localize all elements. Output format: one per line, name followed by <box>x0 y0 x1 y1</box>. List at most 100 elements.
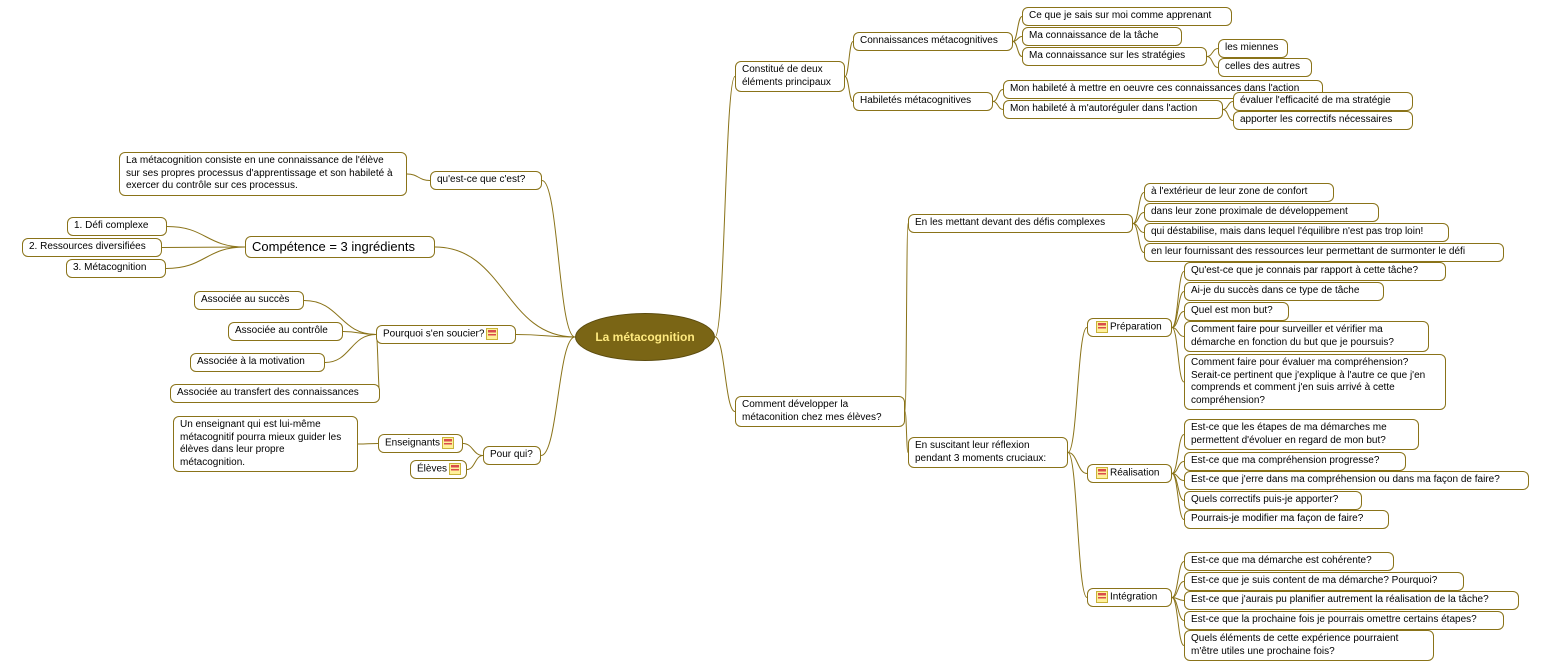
mindmap-node-pq3[interactable]: Associée à la motivation <box>190 353 325 372</box>
mindmap-node-int3[interactable]: Est-ce que j'aurais pu planifier autreme… <box>1184 591 1519 610</box>
mindmap-node-prep[interactable]: Préparation <box>1087 318 1172 337</box>
mindmap-node-int1[interactable]: Est-ce que ma démarche est cohérente? <box>1184 552 1394 571</box>
note-icon <box>1096 591 1108 603</box>
node-label: 2. Ressources diversifiées <box>29 241 146 252</box>
mindmap-node-cm3a[interactable]: les miennes <box>1218 39 1288 58</box>
mindmap-node-quest[interactable]: qu'est-ce que c'est? <box>430 171 542 190</box>
mindmap-node-ens_note[interactable]: Un enseignant qui est lui-même métacogni… <box>173 416 358 472</box>
connector <box>463 444 483 456</box>
node-label: Ma connaissance de la tâche <box>1029 30 1159 41</box>
mindmap-node-ing3[interactable]: 3. Métacognition <box>66 259 166 278</box>
node-label: Quels correctifs puis-je apporter? <box>1191 494 1338 505</box>
node-label: 1. Défi complexe <box>74 220 148 231</box>
node-label: Qu'est-ce que je connais par rapport à c… <box>1191 265 1418 276</box>
connector <box>1172 474 1184 481</box>
mindmap-node-hm2b[interactable]: apporter les correctifs nécessaires <box>1233 111 1413 130</box>
node-label: en leur fournissant des ressources leur … <box>1151 246 1465 257</box>
mindmap-node-real[interactable]: Réalisation <box>1087 464 1172 483</box>
mindmap-node-hab_meta[interactable]: Habiletés métacognitives <box>853 92 993 111</box>
node-label: Associée au succès <box>201 294 289 305</box>
connector <box>166 247 245 269</box>
node-label: En suscitant leur réflexion pendant 3 mo… <box>915 440 1046 464</box>
node-label: Ce que je sais sur moi comme apprenant <box>1029 10 1211 21</box>
node-label: Comment faire pour surveiller et vérifie… <box>1191 324 1394 348</box>
mindmap-node-pourquoi[interactable]: Pourquoi s'en soucier? <box>376 325 516 344</box>
node-label: Est-ce que j'erre dans ma compréhension … <box>1191 474 1500 485</box>
mindmap-node-cm3b[interactable]: celles des autres <box>1218 58 1312 77</box>
mindmap-node-real3[interactable]: Est-ce que j'erre dans ma compréhension … <box>1184 471 1529 490</box>
connector <box>1068 453 1087 474</box>
node-label: Quel est mon but? <box>1191 305 1273 316</box>
mindmap-node-ing1[interactable]: 1. Défi complexe <box>67 217 167 236</box>
connector <box>1172 582 1184 598</box>
connector <box>1207 57 1218 68</box>
mindmap-node-int4[interactable]: Est-ce que la prochaine fois je pourrais… <box>1184 611 1504 630</box>
connector <box>845 42 853 77</box>
mindmap-node-def3[interactable]: qui déstabilise, mais dans lequel l'équi… <box>1144 223 1449 242</box>
mindmap-node-int2[interactable]: Est-ce que je suis content de ma démarch… <box>1184 572 1464 591</box>
mindmap-node-eleves[interactable]: Élèves <box>410 460 467 479</box>
node-label: Associée au transfert des connaissances <box>177 387 359 398</box>
connector <box>1013 17 1022 42</box>
mindmap-node-real5[interactable]: Pourrais-je modifier ma façon de faire? <box>1184 510 1389 529</box>
mindmap-node-prep1[interactable]: Qu'est-ce que je connais par rapport à c… <box>1184 262 1446 281</box>
mindmap-node-integ[interactable]: Intégration <box>1087 588 1172 607</box>
node-label: dans leur zone proximale de développemen… <box>1151 206 1348 217</box>
connector <box>1133 224 1144 233</box>
mindmap-node-prep4[interactable]: Comment faire pour surveiller et vérifie… <box>1184 321 1429 352</box>
mindmap-node-competence[interactable]: Compétence = 3 ingrédients <box>245 236 435 258</box>
mindmap-node-prep3[interactable]: Quel est mon but? <box>1184 302 1289 321</box>
mindmap-node-ing2[interactable]: 2. Ressources diversifiées <box>22 238 162 257</box>
connector <box>715 77 735 338</box>
connector <box>1172 562 1184 598</box>
node-label: Réalisation <box>1110 468 1159 479</box>
mindmap-node-prep2[interactable]: Ai-je du succès dans ce type de tâche <box>1184 282 1384 301</box>
connector <box>343 332 376 335</box>
mindmap-node-real2[interactable]: Est-ce que ma compréhension progresse? <box>1184 452 1406 471</box>
node-label: Comment faire pour évaluer ma compréhens… <box>1191 357 1425 406</box>
node-label: 3. Métacognition <box>73 262 146 273</box>
note-icon <box>486 328 498 340</box>
connector <box>1172 474 1184 501</box>
mindmap-node-quest_def[interactable]: La métacognition consiste en une connais… <box>119 152 407 196</box>
mindmap-root[interactable]: La métacognition <box>575 313 715 361</box>
connector <box>1133 224 1144 253</box>
mindmap-node-def2[interactable]: dans leur zone proximale de développemen… <box>1144 203 1379 222</box>
mindmap-node-cm1[interactable]: Ce que je sais sur moi comme apprenant <box>1022 7 1232 26</box>
mindmap-node-comment[interactable]: Comment développer la métaconition chez … <box>735 396 905 427</box>
mindmap-node-pourqui[interactable]: Pour qui? <box>483 446 541 465</box>
mindmap-node-hm2[interactable]: Mon habileté à m'autoréguler dans l'acti… <box>1003 100 1223 119</box>
node-label: Connaissances métacognitives <box>860 35 998 46</box>
mindmap-node-defis[interactable]: En les mettant devant des défis complexe… <box>908 214 1133 233</box>
node-label: Comment développer la métaconition chez … <box>742 399 882 423</box>
connector <box>1172 462 1184 474</box>
node-label: qu'est-ce que c'est? <box>437 174 525 185</box>
mindmap-node-int5[interactable]: Quels éléments de cette expérience pourr… <box>1184 630 1434 661</box>
mindmap-node-cm2[interactable]: Ma connaissance de la tâche <box>1022 27 1182 46</box>
connector <box>1172 598 1184 646</box>
mindmap-node-pq4[interactable]: Associée au transfert des connaissances <box>170 384 380 403</box>
mindmap-node-cm3[interactable]: Ma connaissance sur les stratégies <box>1022 47 1207 66</box>
mindmap-node-conn_meta[interactable]: Connaissances métacognitives <box>853 32 1013 51</box>
node-label: Ai-je du succès dans ce type de tâche <box>1191 285 1359 296</box>
node-label: les miennes <box>1225 42 1278 53</box>
node-label: La métacognition consiste en une connais… <box>126 155 393 191</box>
connector <box>162 247 245 248</box>
note-icon <box>449 463 461 475</box>
mindmap-node-real1[interactable]: Est-ce que les étapes de ma démarches me… <box>1184 419 1419 450</box>
mindmap-node-real4[interactable]: Quels correctifs puis-je apporter? <box>1184 491 1362 510</box>
mindmap-node-enseignants[interactable]: Enseignants <box>378 434 463 453</box>
mindmap-node-def4[interactable]: en leur fournissant des ressources leur … <box>1144 243 1504 262</box>
mindmap-node-hm2a[interactable]: évaluer l'efficacité de ma stratégie <box>1233 92 1413 111</box>
mindmap-node-def1[interactable]: à l'extérieur de leur zone de confort <box>1144 183 1334 202</box>
mindmap-node-prep5[interactable]: Comment faire pour évaluer ma compréhens… <box>1184 354 1446 410</box>
mindmap-node-constitue[interactable]: Constitué de deux éléments principaux <box>735 61 845 92</box>
node-label: à l'extérieur de leur zone de confort <box>1151 186 1307 197</box>
mindmap-node-pq2[interactable]: Associée au contrôle <box>228 322 343 341</box>
node-label: Est-ce que les étapes de ma démarches me… <box>1191 422 1387 446</box>
mindmap-node-pq1[interactable]: Associée au succès <box>194 291 304 310</box>
connector <box>1172 328 1184 337</box>
mindmap-node-reflexion[interactable]: En suscitant leur réflexion pendant 3 mo… <box>908 437 1068 468</box>
node-label: Intégration <box>1110 592 1157 603</box>
connector <box>1172 474 1184 520</box>
